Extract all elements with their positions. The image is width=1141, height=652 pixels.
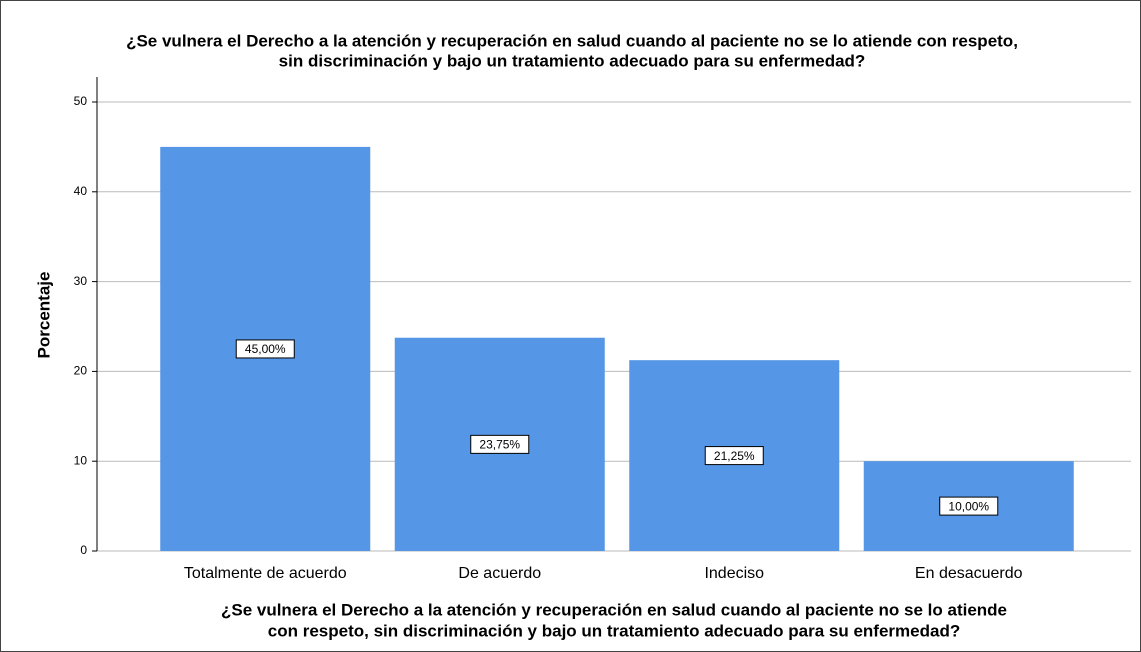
x-tick-label: De acuerdo xyxy=(458,565,541,582)
value-label: 23,75% xyxy=(479,438,520,452)
x-axis-title: con respeto, sin discriminación y bajo u… xyxy=(268,621,960,640)
value-label-box xyxy=(470,434,530,454)
value-label-box xyxy=(704,446,764,466)
x-tick-label: Indeciso xyxy=(704,565,764,582)
value-label-box xyxy=(235,339,295,359)
value-label: 21,25% xyxy=(714,449,755,463)
value-label-box xyxy=(939,496,999,516)
y-axis-title: Porcentaje xyxy=(34,272,53,359)
x-tick-label: Totalmente de acuerdo xyxy=(184,565,347,582)
value-label: 10,00% xyxy=(948,499,989,513)
y-tick-label: 10 xyxy=(74,453,88,467)
y-tick-label: 40 xyxy=(74,184,88,198)
y-tick-label: 0 xyxy=(80,543,87,557)
x-axis-title: ¿Se vulnera el Derecho a la atención y r… xyxy=(221,600,1007,619)
y-tick-label: 50 xyxy=(74,94,88,108)
x-tick-label: En desacuerdo xyxy=(915,565,1023,582)
chart-title: sin discriminación y bajo un tratamiento… xyxy=(279,51,866,70)
y-tick-label: 30 xyxy=(74,274,88,288)
y-tick-label: 20 xyxy=(74,364,88,378)
chart-title: ¿Se vulnera el Derecho a la atención y r… xyxy=(126,31,1018,50)
value-label: 45,00% xyxy=(245,342,286,356)
